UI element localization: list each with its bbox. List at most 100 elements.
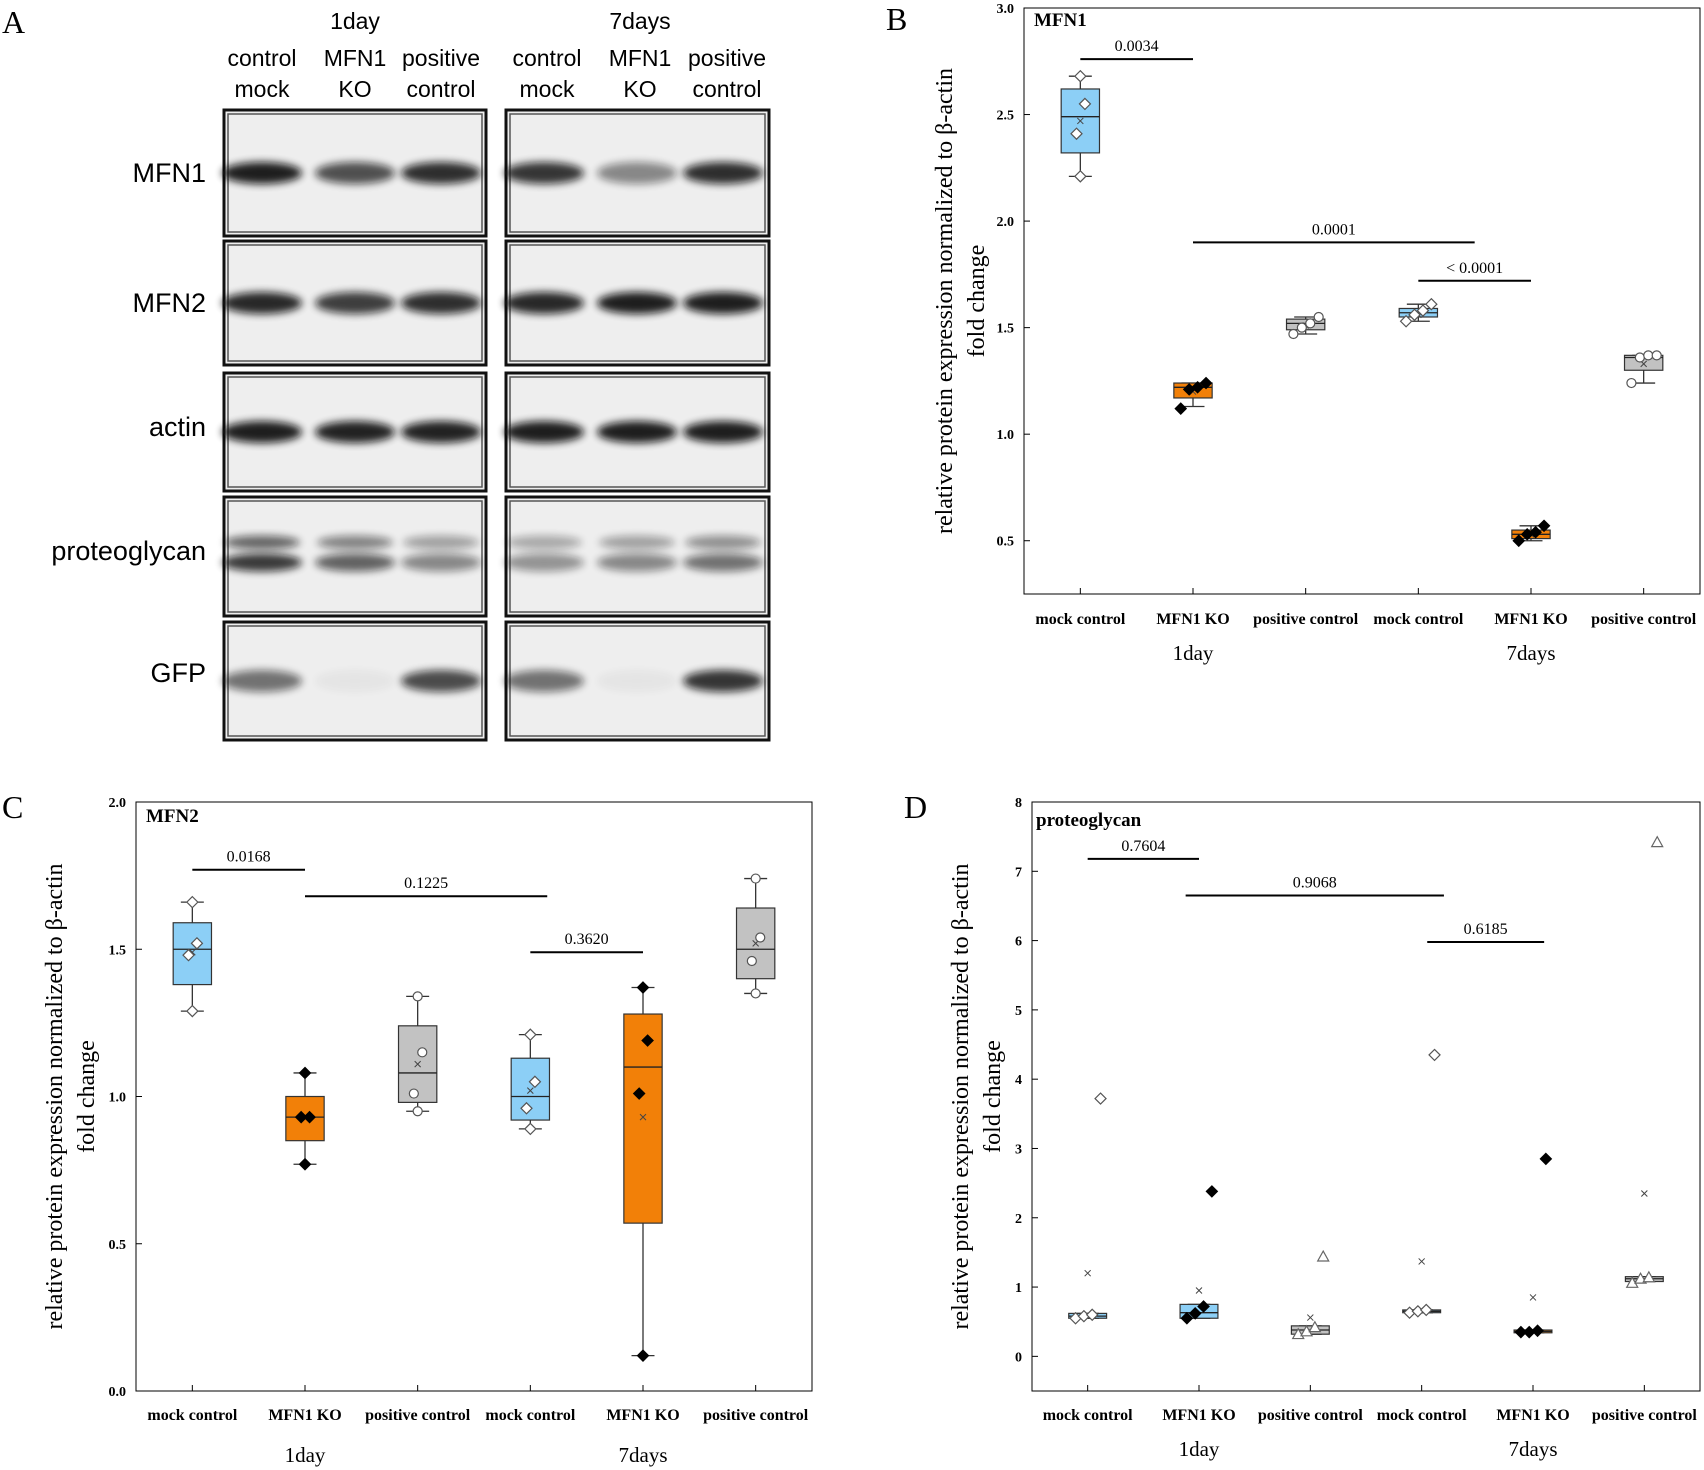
box-6 xyxy=(1623,350,1664,389)
data-point-diamond-filled xyxy=(298,1157,312,1171)
mean-marker xyxy=(1195,1287,1203,1294)
x-tick-label: mock control xyxy=(1373,611,1463,628)
box-1 xyxy=(1068,1092,1108,1325)
blot-band xyxy=(222,292,302,314)
blot-lane-4-line2: mock xyxy=(520,76,575,102)
data-point-circle-open xyxy=(746,955,757,967)
y-tick-label: 3 xyxy=(1015,1142,1022,1157)
data-point-diamond-filled xyxy=(1199,376,1213,390)
chart-title: MFN1 xyxy=(1034,10,1087,31)
x-tick-label: MFN1 KO xyxy=(1156,611,1229,628)
blot-band xyxy=(597,421,677,443)
mean-marker xyxy=(1084,1269,1092,1277)
data-point-diamond-open xyxy=(520,1101,533,1115)
blot-band xyxy=(315,670,395,692)
box-4 xyxy=(1402,1048,1442,1320)
data-point-diamond-filled xyxy=(303,1110,316,1124)
data-point-diamond-open xyxy=(185,1004,199,1018)
data-point-diamond-filled xyxy=(632,1087,646,1100)
y-axis-title: relative protein expression normalized t… xyxy=(42,863,68,1329)
y-tick-label: 7 xyxy=(1015,865,1022,880)
data-point-diamond-filled xyxy=(1537,519,1551,533)
mean-marker xyxy=(1076,117,1084,125)
blot-lane-2-line1: MFN1 xyxy=(324,45,387,71)
box-4 xyxy=(510,1028,551,1136)
group-label: 7days xyxy=(1507,641,1556,665)
y-axis-title-units: fold change xyxy=(980,1040,1006,1153)
x-tick-label: positive control xyxy=(1591,611,1697,628)
data-point-diamond-filled xyxy=(1539,1152,1553,1166)
chart-panel-c: 0.0 0.5 1.0 1.5 2.0 mock control MFN1 KO positi… xyxy=(42,796,813,1467)
data-point-circle-open xyxy=(750,873,761,884)
blot-band xyxy=(401,292,481,314)
box-6 xyxy=(1624,835,1664,1288)
y-axis-title: relative protein expression normalized t… xyxy=(932,68,958,534)
plot-area-frame xyxy=(1023,7,1701,595)
data-point-diamond-open xyxy=(182,948,195,962)
mean-marker xyxy=(1640,1190,1648,1197)
blot-lane-6-line1: positive xyxy=(688,45,766,71)
x-tick-label: MFN1 KO xyxy=(268,1407,341,1424)
data-point-diamond-open xyxy=(1070,127,1083,141)
data-point-diamond-filled xyxy=(298,1066,312,1080)
y-axis-title: relative protein expression normalized t… xyxy=(948,863,974,1329)
p-value-label: 0.1225 xyxy=(404,875,448,892)
data-point-diamond-open xyxy=(185,895,199,909)
p-value-label: 0.6185 xyxy=(1464,921,1508,938)
data-point-diamond-filled xyxy=(1531,1324,1544,1338)
data-point-diamond-open xyxy=(1073,169,1087,183)
box-2 xyxy=(1173,376,1213,415)
data-point-diamond-open xyxy=(528,1075,542,1089)
blot-band xyxy=(315,292,395,314)
data-point-diamond-filled xyxy=(294,1110,308,1124)
data-point-diamond-filled xyxy=(1188,1307,1202,1320)
data-point-diamond-filled xyxy=(1205,1185,1219,1198)
blot-row-label: GFP xyxy=(150,658,206,688)
mean-marker xyxy=(639,1113,647,1121)
data-point-diamond-open xyxy=(1428,1048,1441,1062)
box-5 xyxy=(1513,1152,1553,1339)
x-tick-label: positive control xyxy=(1253,611,1359,628)
blot-timepoint-7days: 7days xyxy=(609,8,670,34)
data-point-circle-open xyxy=(1634,352,1645,363)
box-3 xyxy=(1290,1249,1330,1340)
data-point-diamond-filled xyxy=(636,981,650,994)
data-point-circle-open xyxy=(1305,318,1316,329)
chart-panel-d: 0 1 2 3 4 5 6 7 8 mock control MFN1 KO positive con… xyxy=(948,796,1701,1461)
blot-band xyxy=(504,670,584,692)
p-value-label: < 0.0001 xyxy=(1446,260,1503,277)
y-tick-label: 2.0 xyxy=(109,796,127,811)
data-point-circle-open xyxy=(750,988,761,999)
blot-membrane-inner-edge xyxy=(509,500,766,613)
y-tick-label: 5 xyxy=(1015,1004,1022,1019)
chart-title: proteoglycan xyxy=(1036,810,1142,831)
blot-band xyxy=(683,292,763,314)
data-point-diamond-open xyxy=(1416,304,1430,317)
p-value-label: 0.0034 xyxy=(1115,38,1159,55)
blot-band xyxy=(597,670,677,692)
data-point-diamond-filled xyxy=(641,1034,654,1047)
y-tick-label: 2.0 xyxy=(997,215,1015,230)
mean-marker xyxy=(526,1087,534,1094)
y-tick-label: 0.5 xyxy=(109,1238,127,1253)
data-point-circle-open xyxy=(1296,322,1307,333)
data-point-diamond-filled xyxy=(1529,525,1542,539)
data-point-triangle-open xyxy=(1316,1249,1330,1262)
blot-row-label: proteoglycan xyxy=(51,536,206,566)
panel-letter-b: B xyxy=(886,1,907,37)
x-tick-label: positive control xyxy=(703,1407,809,1424)
y-tick-label: 1.0 xyxy=(997,428,1015,443)
blot-band xyxy=(504,553,584,572)
blot-band xyxy=(683,421,763,443)
blot-lane-3-line2: control xyxy=(406,76,475,102)
blot-band xyxy=(315,421,395,443)
x-tick-label: mock control xyxy=(147,1407,237,1424)
mean-marker xyxy=(414,1060,422,1068)
blot-row-label: MFN1 xyxy=(133,158,207,188)
box-3 xyxy=(397,991,438,1117)
panel-letter-a: A xyxy=(2,4,25,40)
y-axis-title-units: fold change xyxy=(74,1040,100,1153)
x-tick-label: mock control xyxy=(1035,611,1125,628)
data-point-circle-open xyxy=(412,991,423,1002)
